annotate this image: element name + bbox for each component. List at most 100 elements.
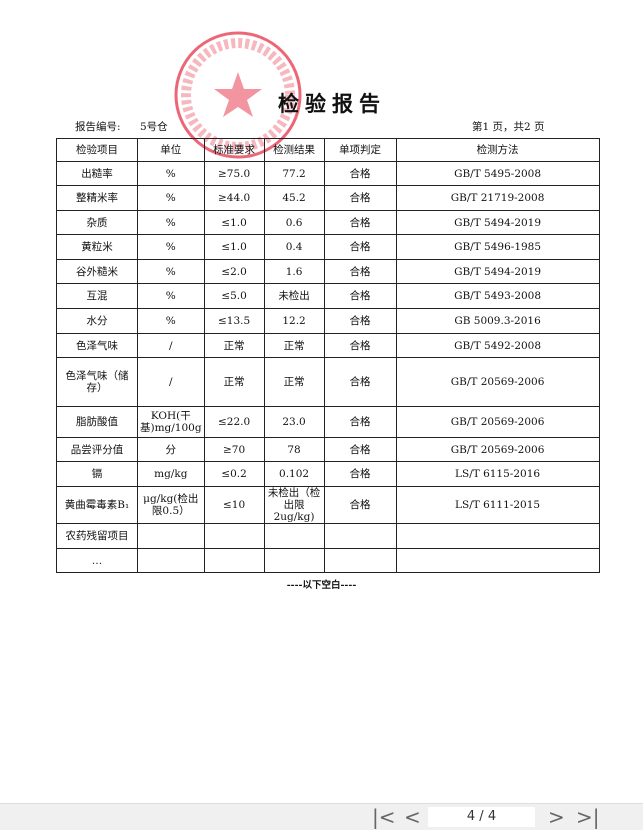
table-header: 检验项目 单位 标准要求 检测结果 单项判定 检测方法 (56, 138, 600, 162)
table-cell: ≤0.2 (203, 461, 265, 487)
prev-page-icon[interactable]: < (404, 805, 421, 829)
table-cell: 色泽气味（储存） (56, 357, 138, 407)
page-indicator[interactable]: 4 / 4 (428, 807, 535, 827)
table-cell: GB/T 5496-1985 (395, 234, 600, 260)
inspection-table: 检验项目 单位 标准要求 检测结果 单项判定 检测方法 出糙率% ≥75.0 77.2 合格 GB/… (56, 138, 600, 573)
table-cell: 合格 (323, 161, 397, 186)
table-cell: 0.102 (263, 461, 325, 487)
table-cell: GB/T 21719-2008 (395, 185, 600, 211)
table-cell: 77.2 (263, 161, 325, 186)
table-row: 色泽气味 / 正常 正常 合格 GB/T 5492-2008 (56, 333, 600, 358)
table-cell: ≤1.0 (203, 210, 265, 235)
table-row: … (56, 548, 600, 573)
report-no: 5号仓 (140, 121, 168, 133)
table-cell: GB/T 20569-2006 (395, 357, 600, 407)
table-cell: % (137, 308, 205, 334)
table-cell: % (137, 234, 205, 260)
column-header: 单位 (137, 138, 205, 162)
table-cell: ≤22.0 (203, 406, 265, 438)
table-cell: 黄曲霉毒素B₁ (56, 486, 138, 524)
table-cell: LS/T 6115-2016 (395, 461, 600, 487)
table-cell: 78 (263, 437, 325, 462)
table-cell: ≤5.0 (203, 283, 265, 309)
table-cell: 正常 (203, 357, 265, 407)
table-cell (323, 523, 397, 549)
table-cell (203, 548, 265, 573)
table-row: 色泽气味（储存） / 正常 正常 合格 GB/T 20569-2006 (56, 357, 600, 407)
table-row: 品尝评分值分 ≥70 78 合格 GB/T 20569-2006 (56, 437, 600, 462)
table-cell: 合格 (323, 357, 397, 407)
table-row: 整精米率% ≥44.0 45.2 合格 GB/T 21719-2008 (56, 185, 600, 211)
table-cell: 合格 (323, 437, 397, 462)
table-cell: 45.2 (263, 185, 325, 211)
table-cell (137, 548, 205, 573)
table-cell: 脂肪酸值 (56, 406, 138, 438)
table-cell: GB/T 5492-2008 (395, 333, 600, 358)
table-cell: 色泽气味 (56, 333, 138, 358)
column-header: 单项判定 (323, 138, 397, 162)
table-cell: 杂质 (56, 210, 138, 235)
table-cell: 农药残留项目 (56, 523, 138, 549)
table-cell (395, 523, 600, 549)
table-cell: 12.2 (263, 308, 325, 334)
table-row: 黄曲霉毒素B₁ μg/kg(检出限0.5） ≤10 未检出（检出限2ug/kg) 合格 L… (56, 486, 600, 524)
last-page-icon[interactable]: >| (576, 805, 600, 829)
page-info: 第1 页，共2 页 (472, 121, 545, 133)
table-cell: … (56, 548, 138, 573)
column-header: 标准要求 (203, 138, 265, 162)
table-cell: 黄粒米 (56, 234, 138, 260)
table-cell: 分 (137, 437, 205, 462)
table-cell: 合格 (323, 461, 397, 487)
table-cell: GB/T 5494-2019 (395, 210, 600, 235)
table-cell: GB/T 5494-2019 (395, 259, 600, 284)
table-cell: 0.4 (263, 234, 325, 260)
table-cell: / (137, 357, 205, 407)
column-header: 检验项目 (56, 138, 138, 162)
table-cell: 合格 (323, 283, 397, 309)
table-cell: 合格 (323, 333, 397, 358)
table-cell: 合格 (323, 259, 397, 284)
first-page-icon[interactable]: |< (372, 805, 396, 829)
next-page-icon[interactable]: > (548, 805, 565, 829)
table-cell: 合格 (323, 486, 397, 524)
table-row: 水分% ≤13.5 12.2 合格 GB 5009.3-2016 (56, 308, 600, 334)
table-cell: 出糙率 (56, 161, 138, 186)
table-cell: GB/T 5493-2008 (395, 283, 600, 309)
table-row: 脂肪酸值 KOH(干基)mg/100g ≤22.0 23.0 合格 GB/T 20569-… (56, 406, 600, 438)
table-row: 黄粒米% ≤1.0 0.4 合格 GB/T 5496-1985 (56, 234, 600, 260)
table-cell: ≤2.0 (203, 259, 265, 284)
table-cell: 合格 (323, 406, 397, 438)
table-cell: 合格 (323, 185, 397, 211)
column-header: 检测结果 (263, 138, 325, 162)
table-row: 镉 mg/kg ≤0.2 0.102 合格 LS/T 6115-2016 (56, 461, 600, 487)
table-cell: KOH(干基)mg/100g (137, 406, 205, 438)
table-cell: % (137, 259, 205, 284)
table-cell: ≤13.5 (203, 308, 265, 334)
table-cell: 合格 (323, 234, 397, 260)
table-row: 农药残留项目 (56, 523, 600, 549)
viewer-toolbar: |< < 4 / 4 > >| (0, 803, 643, 830)
table-cell (137, 523, 205, 549)
table-row: 互混% ≤5.0 未检出 合格 GB/T 5493-2008 (56, 283, 600, 309)
table-cell: % (137, 283, 205, 309)
table-cell: ≥44.0 (203, 185, 265, 211)
table-cell: GB 5009.3-2016 (395, 308, 600, 334)
table-cell: 未检出（检出限2ug/kg) (263, 486, 325, 524)
table-cell: ≤1.0 (203, 234, 265, 260)
table-cell: 互混 (56, 283, 138, 309)
table-cell: % (137, 161, 205, 186)
table-cell: LS/T 6111-2015 (395, 486, 600, 524)
table-cell: 谷外糙米 (56, 259, 138, 284)
table-cell (263, 548, 325, 573)
table-cell: 0.6 (263, 210, 325, 235)
table-row: 出糙率% ≥75.0 77.2 合格 GB/T 5495-2008 (56, 161, 600, 186)
report-no-label: 报告编号: (75, 121, 121, 133)
table-cell: 23.0 (263, 406, 325, 438)
table-cell: ≥70 (203, 437, 265, 462)
table-cell: 未检出 (263, 283, 325, 309)
table-cell: 合格 (323, 210, 397, 235)
table-cell: 正常 (263, 357, 325, 407)
table-cell: GB/T 20569-2006 (395, 406, 600, 438)
column-header: 检测方法 (395, 138, 600, 162)
table-cell: 1.6 (263, 259, 325, 284)
